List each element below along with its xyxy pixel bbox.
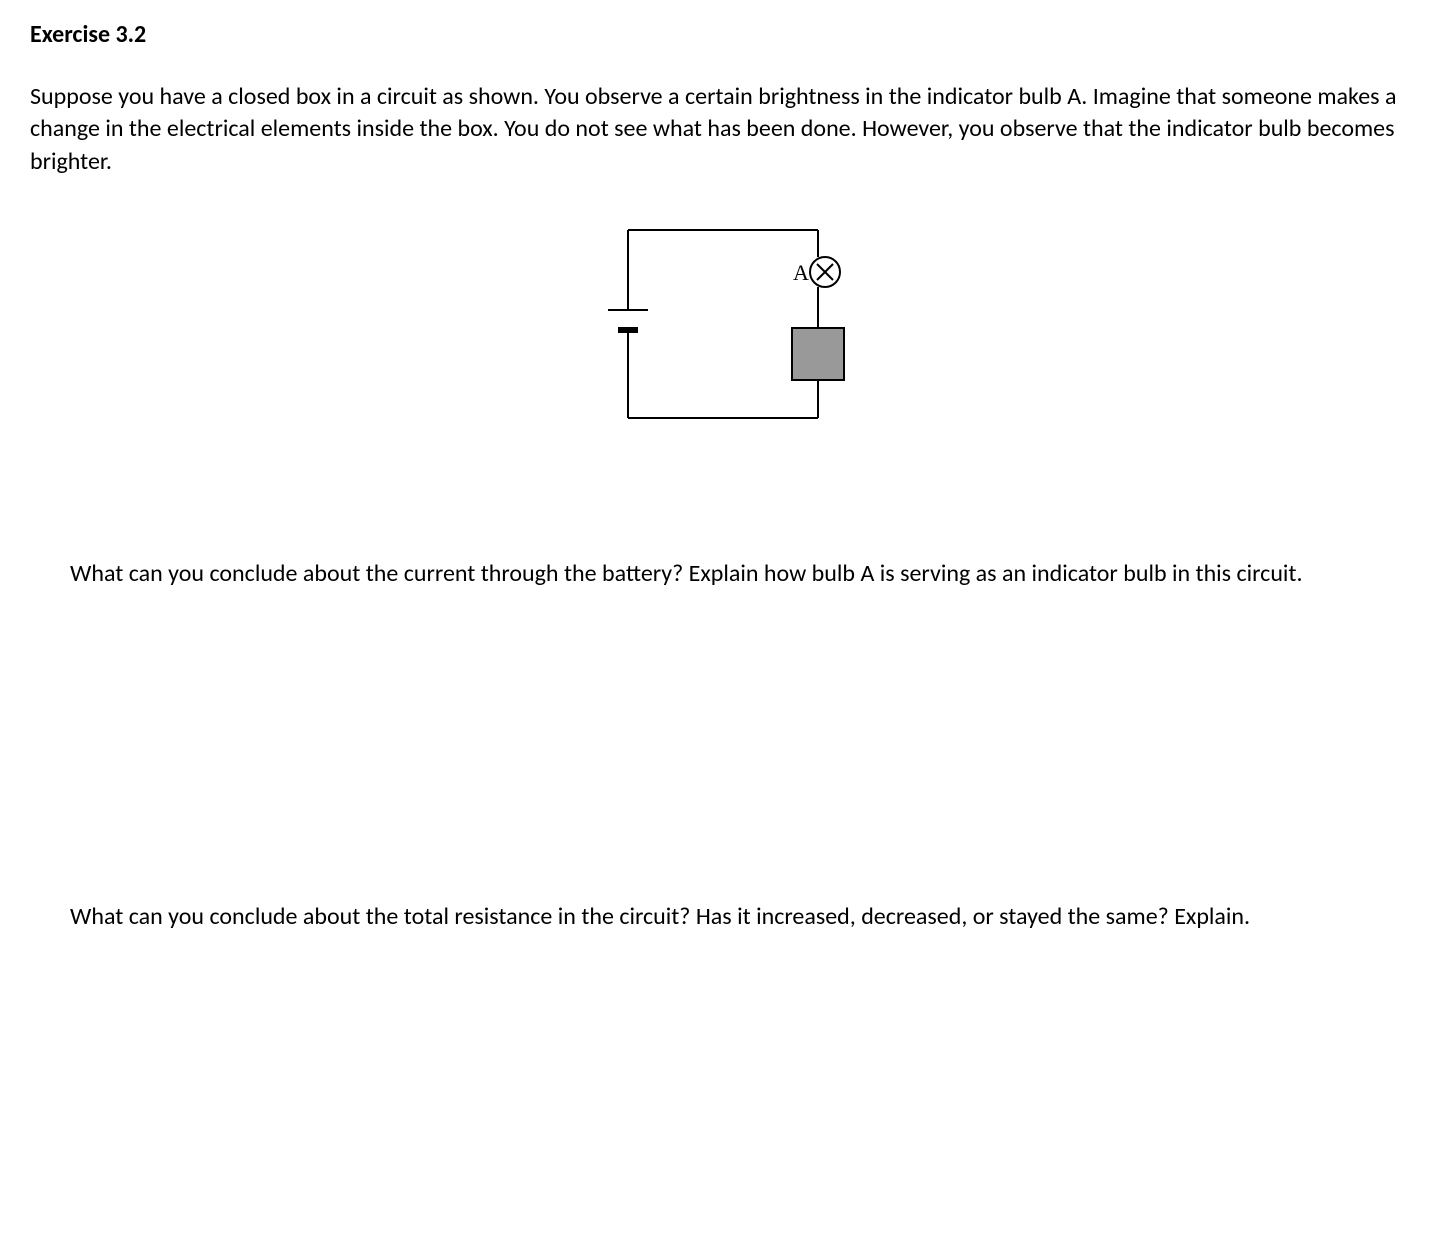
exercise-heading: Exercise 3.2 — [30, 20, 1426, 49]
circuit-figure: A — [30, 218, 1426, 438]
question-2: What can you conclude about the total re… — [70, 901, 1406, 933]
exercise-intro: Suppose you have a closed box in a circu… — [30, 81, 1426, 178]
svg-text:A: A — [793, 260, 809, 285]
exercise-page: Exercise 3.2 Suppose you have a closed b… — [0, 0, 1456, 963]
question-1: What can you conclude about the current … — [70, 558, 1406, 590]
questions-block: What can you conclude about the current … — [30, 558, 1426, 933]
circuit-diagram: A — [598, 218, 858, 438]
